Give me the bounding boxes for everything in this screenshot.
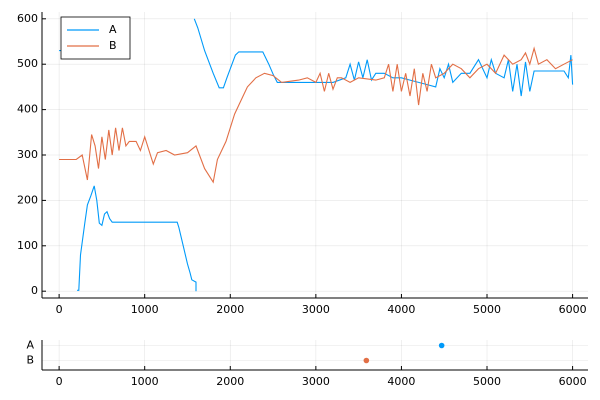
- y-tick-label: 200: [17, 193, 38, 206]
- y-tick-label: 400: [17, 103, 38, 116]
- point: [363, 357, 370, 364]
- legend-label: B: [109, 39, 117, 52]
- x-tick-label: 4000: [387, 303, 415, 316]
- x-tick-label: 5000: [473, 375, 501, 388]
- series-line: [59, 46, 573, 184]
- x-tick-label: 5000: [473, 303, 501, 316]
- x-tick-label: 3000: [302, 375, 330, 388]
- x-tick-label: 1000: [131, 303, 159, 316]
- y-tick-label: A: [26, 339, 34, 352]
- y-tick-label: 500: [17, 57, 38, 70]
- x-tick-label: 2000: [216, 303, 244, 316]
- x-tick-label: 4000: [387, 375, 415, 388]
- y-tick-label: 100: [17, 239, 38, 252]
- x-tick-label: 6000: [559, 375, 587, 388]
- y-tick-label: B: [26, 354, 34, 367]
- point: [438, 342, 445, 349]
- x-tick-label: 3000: [302, 303, 330, 316]
- x-tick-label: 0: [56, 303, 63, 316]
- y-tick-label: 0: [31, 284, 38, 297]
- legend-label: A: [109, 23, 117, 36]
- y-tick-label: 600: [17, 12, 38, 25]
- legend-box: [60, 16, 131, 60]
- x-tick-label: 0: [56, 375, 63, 388]
- x-tick-label: 2000: [216, 375, 244, 388]
- y-tick-label: 300: [17, 148, 38, 161]
- x-tick-label: 6000: [559, 303, 587, 316]
- x-tick-label: 1000: [131, 375, 159, 388]
